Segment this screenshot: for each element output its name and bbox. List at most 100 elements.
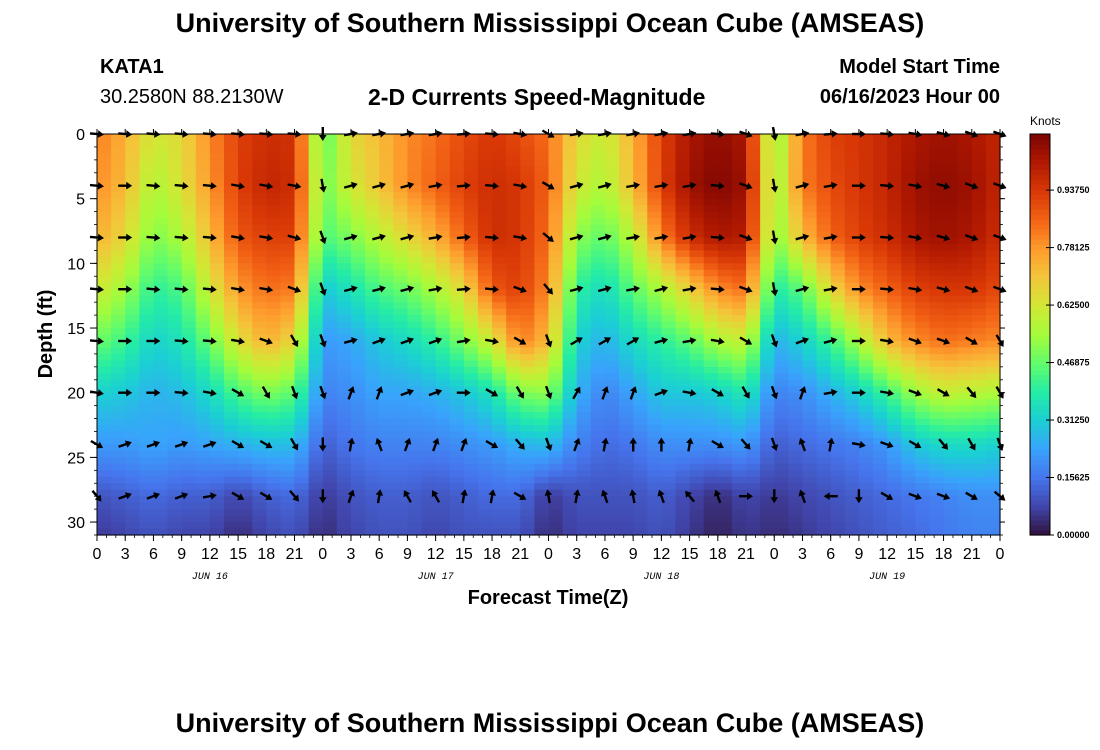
heatmap-cell (915, 340, 931, 349)
heatmap-cell (393, 392, 409, 400)
heatmap-cell (689, 379, 705, 387)
heatmap-cell (463, 340, 479, 349)
heatmap-cell (929, 515, 945, 523)
heatmap-cell (209, 179, 225, 187)
current-vector-arrow (851, 181, 866, 190)
heatmap-cell (576, 450, 592, 458)
heatmap-cell (266, 282, 282, 290)
heatmap-cell (280, 418, 296, 426)
current-vector-arrow (654, 181, 669, 190)
heatmap-cell (393, 386, 409, 394)
heatmap-cell (929, 282, 945, 290)
heatmap-cell (830, 231, 846, 239)
arrow-head (403, 490, 411, 498)
heatmap-cell (252, 379, 267, 387)
heatmap-cell (125, 353, 140, 361)
heatmap-cell (760, 231, 775, 239)
heatmap-cell (181, 218, 197, 226)
heatmap-cell (689, 192, 705, 200)
heatmap-cell (873, 295, 888, 303)
heatmap-cell (717, 405, 733, 413)
heatmap-cell (703, 502, 719, 510)
heatmap-cell (181, 366, 197, 374)
heatmap-cell (294, 263, 310, 271)
heatmap-cell (407, 146, 423, 155)
current-vector-arrow (965, 336, 978, 345)
heatmap-cell (139, 437, 155, 446)
heatmap-cell (887, 522, 902, 530)
heatmap-cell (266, 450, 282, 458)
heatmap-cell (407, 205, 423, 213)
heatmap-cell (449, 470, 465, 478)
heatmap-cell (858, 379, 874, 387)
heatmap-cell (153, 263, 169, 271)
heatmap-cell (901, 134, 916, 142)
heatmap-cell (844, 140, 860, 148)
heatmap-cell (280, 347, 296, 355)
heatmap-cell (181, 399, 197, 407)
heatmap-cell (760, 360, 775, 368)
heatmap-cell (379, 450, 394, 458)
heatmap-cell (929, 379, 945, 387)
current-vector-arrow (202, 182, 217, 190)
heatmap-cell (421, 476, 437, 484)
current-vector-arrow (710, 182, 725, 190)
heatmap-cell (590, 379, 606, 387)
current-vector-arrow (770, 489, 778, 504)
heatmap-cell (238, 289, 253, 297)
heatmap-cell (887, 489, 902, 497)
heatmap-cell (661, 153, 677, 161)
heatmap-cell (802, 211, 818, 219)
heatmap-cell (379, 437, 394, 446)
heatmap-cell (816, 172, 832, 180)
heatmap-cell (492, 166, 507, 174)
current-vector-arrow (174, 233, 189, 242)
heatmap-cell (534, 263, 550, 271)
heatmap-cell (125, 231, 140, 239)
current-vector-arrow (823, 388, 838, 397)
heatmap-cell (336, 522, 352, 530)
heatmap-cell (492, 289, 507, 297)
heatmap-cell (873, 373, 888, 381)
heatmap-cell (971, 457, 987, 465)
x-tick-label: 18 (709, 546, 727, 563)
heatmap-cell (181, 302, 197, 310)
heatmap-cell (252, 321, 267, 329)
heatmap-cell (717, 502, 733, 510)
heatmap-cell (661, 250, 677, 258)
heatmap-cell (548, 134, 564, 142)
heatmap-cell (294, 211, 310, 219)
heatmap-cell (604, 418, 620, 426)
heatmap-cell (929, 134, 945, 142)
heatmap-cell (322, 302, 338, 310)
heatmap-cell (97, 373, 112, 381)
heatmap-cell (844, 483, 860, 491)
heatmap-cell (590, 263, 606, 271)
arrow-head (181, 492, 189, 500)
heatmap-cell (534, 308, 550, 316)
heatmap-cell (181, 418, 197, 426)
heatmap-cell (873, 386, 888, 394)
heatmap-cell (365, 198, 380, 206)
heatmap-cell (901, 379, 916, 387)
heatmap-cell (139, 328, 155, 336)
heatmap-cell (788, 321, 804, 329)
heatmap-cell (788, 418, 804, 426)
heatmap-cell (731, 282, 747, 290)
heatmap-cell (604, 185, 620, 193)
heatmap-cell (604, 476, 620, 484)
arrow-head (827, 437, 835, 445)
heatmap-cell (506, 392, 521, 400)
heatmap-cell (746, 489, 761, 497)
heatmap-cell (238, 483, 253, 491)
heatmap-cell (379, 528, 394, 536)
heatmap-cell (181, 198, 197, 206)
heatmap-cell (266, 463, 282, 471)
heatmap-cell (139, 347, 155, 355)
heatmap-cell (788, 192, 804, 200)
arrow-head (999, 286, 1007, 294)
current-vector-arrow (289, 437, 299, 451)
heatmap-cell (266, 437, 282, 446)
heatmap-cell (336, 166, 352, 174)
heatmap-cell (746, 515, 761, 523)
